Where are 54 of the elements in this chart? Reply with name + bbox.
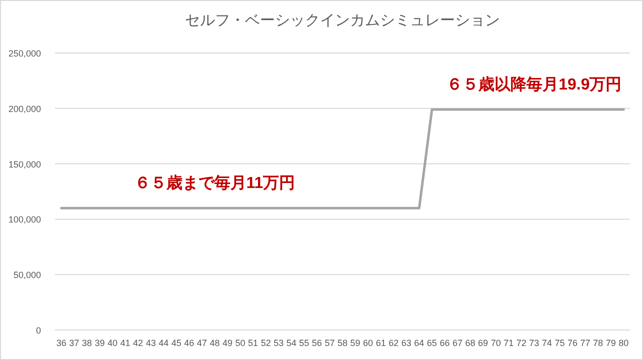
x-tick-label: 49 — [222, 338, 233, 348]
x-tick-label: 66 — [440, 338, 450, 348]
x-tick-label: 39 — [94, 338, 105, 348]
x-tick-label: 74 — [542, 338, 552, 348]
x-tick-label: 40 — [107, 338, 118, 348]
x-tick-label: 71 — [504, 338, 514, 348]
x-tick-label: 37 — [69, 338, 80, 348]
x-tick-label: 61 — [376, 338, 386, 348]
x-tick-label: 55 — [299, 338, 310, 348]
x-tick-label: 76 — [567, 338, 578, 348]
x-tick-label: 63 — [401, 338, 412, 348]
y-tick-label: 50,000 — [13, 270, 41, 280]
x-tick-label: 52 — [260, 338, 271, 348]
x-tick-label: 50 — [235, 338, 246, 348]
x-tick-label: 36 — [56, 338, 66, 348]
x-tick-label: 70 — [490, 338, 501, 348]
x-tick-label: 60 — [363, 338, 374, 348]
x-tick-label: 57 — [324, 338, 335, 348]
x-tick-label: 73 — [529, 338, 540, 348]
x-tick-label: 62 — [388, 338, 399, 348]
x-tick-label: 42 — [133, 338, 144, 348]
x-tick-label: 78 — [593, 338, 604, 348]
y-tick-label: 0 — [36, 326, 41, 336]
x-tick-label: 47 — [196, 338, 207, 348]
x-tick-label: 43 — [146, 338, 156, 348]
y-tick-label: 100,000 — [8, 214, 41, 225]
x-tick-label: 69 — [478, 338, 488, 348]
x-tick-label: 77 — [580, 338, 590, 348]
annotation: ６５歳以降毎月19.9万円 — [446, 76, 622, 94]
x-tick-label: 56 — [312, 338, 322, 348]
y-tick-label: 150,000 — [8, 159, 41, 170]
x-tick-label: 44 — [158, 338, 169, 348]
x-tick-label: 58 — [337, 338, 348, 348]
x-tick-label: 51 — [248, 338, 258, 348]
x-tick-label: 65 — [426, 338, 437, 348]
x-tick-label: 46 — [184, 338, 194, 348]
x-tick-label: 53 — [274, 338, 284, 348]
x-tick-label: 59 — [350, 338, 360, 348]
y-tick-label: 250,000 — [8, 48, 41, 58]
x-tick-label: 54 — [286, 338, 296, 348]
x-tick-label: 38 — [82, 338, 92, 348]
x-tick-label: 80 — [618, 338, 629, 348]
x-tick-label: 67 — [452, 338, 463, 348]
y-tick-label: 200,000 — [8, 104, 41, 114]
x-tick-label: 72 — [516, 338, 526, 348]
chart-title: セルフ・ベーシックインカムシミュレーション — [185, 12, 500, 29]
x-tick-label: 64 — [414, 338, 424, 348]
x-tick-label: 79 — [606, 338, 616, 348]
x-tick-label: 75 — [554, 338, 565, 348]
x-tick-label: 68 — [465, 338, 476, 348]
x-tick-label: 48 — [210, 338, 220, 348]
annotation: ６５歳まで毎月11万円 — [134, 174, 296, 192]
x-tick-label: 41 — [120, 338, 130, 348]
x-tick-label: 45 — [171, 338, 182, 348]
